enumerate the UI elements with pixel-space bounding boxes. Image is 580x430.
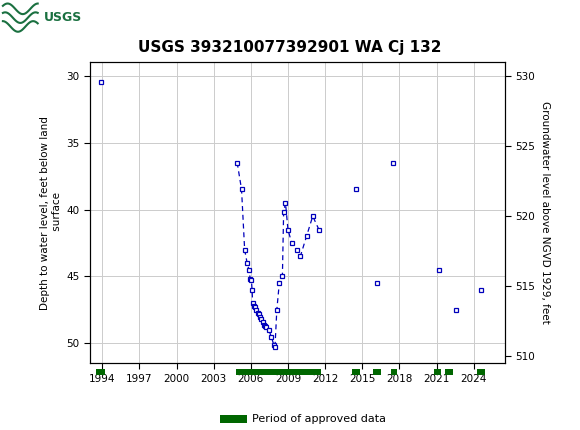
Text: USGS 393210077392901 WA Cj 132: USGS 393210077392901 WA Cj 132 (138, 40, 442, 55)
Bar (236, 369, 321, 375)
Y-axis label: Groundwater level above NGVD 1929, feet: Groundwater level above NGVD 1929, feet (541, 101, 550, 324)
Text: Period of approved data: Period of approved data (252, 414, 386, 424)
Bar (0, 0, 81, 35)
Bar (391, 369, 397, 375)
Text: USGS: USGS (44, 11, 82, 24)
Y-axis label: Depth to water level, feet below land
 surface: Depth to water level, feet below land su… (41, 116, 62, 310)
Bar (434, 369, 441, 375)
Bar (445, 369, 452, 375)
Bar (477, 369, 485, 375)
Bar (352, 369, 360, 375)
Bar (96, 369, 105, 375)
Bar (374, 369, 381, 375)
